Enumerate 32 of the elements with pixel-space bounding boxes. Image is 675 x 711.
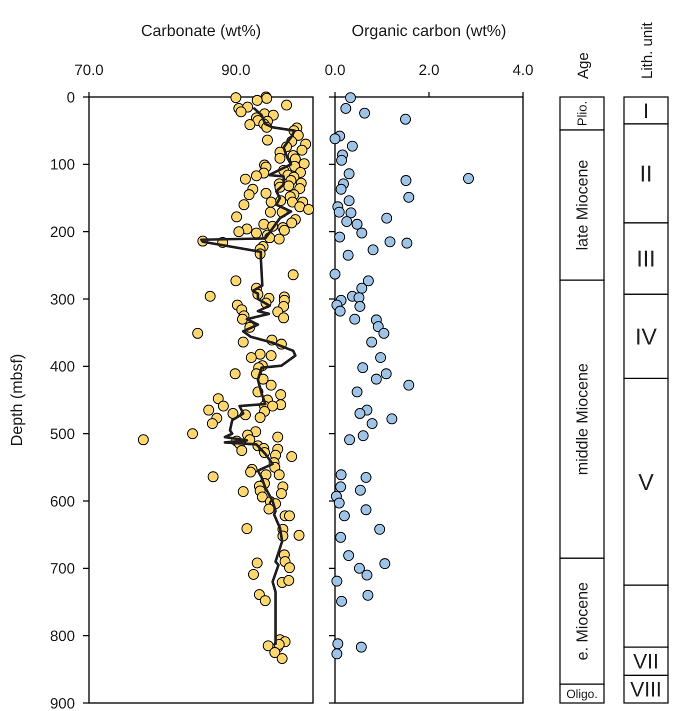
x-axis-title: Carbonate (wt%) <box>140 23 262 40</box>
y-tick-label: 600 <box>50 493 75 510</box>
x-axis-title: Organic carbon (wt%) <box>352 23 506 40</box>
y-tick-label: 800 <box>50 628 75 645</box>
x-tick-label: Lith. unit <box>639 21 656 79</box>
y-tick-label: 700 <box>50 560 75 578</box>
series-label: late Miocene <box>574 160 592 250</box>
series-label: III <box>636 246 656 272</box>
series-label: I <box>643 100 649 123</box>
y-tick-label: 100 <box>50 156 75 174</box>
series-label: IV <box>635 323 658 350</box>
series-label: II <box>640 160 652 186</box>
x-tick-label: 4.0 <box>512 62 534 79</box>
series-label: Plio. <box>574 100 590 126</box>
series-label: e. Miocene <box>574 582 592 660</box>
y-tick-label: 500 <box>50 426 75 443</box>
y-axis-title: Depth (mbsf) <box>9 354 26 446</box>
series-label: Oligo. <box>566 686 598 701</box>
series-label: V <box>638 468 654 495</box>
x-tick-label: 90.0 <box>221 62 250 79</box>
x-tick-label: 70.0 <box>74 62 104 79</box>
y-tick-label: 200 <box>50 224 75 241</box>
y-tick-label: 300 <box>50 291 75 308</box>
series-label: middle Miocene <box>574 363 592 476</box>
y-tick-label: 0 <box>66 89 75 106</box>
x-tick-label: Age <box>575 52 592 79</box>
y-tick-label: 900 <box>50 695 75 711</box>
x-tick-label: 2.0 <box>418 62 440 79</box>
series-label: VII <box>633 650 659 674</box>
y-tick-label: 400 <box>50 358 75 376</box>
x-tick-label: 0.0 <box>324 62 346 79</box>
series-label: VIII <box>630 678 662 702</box>
